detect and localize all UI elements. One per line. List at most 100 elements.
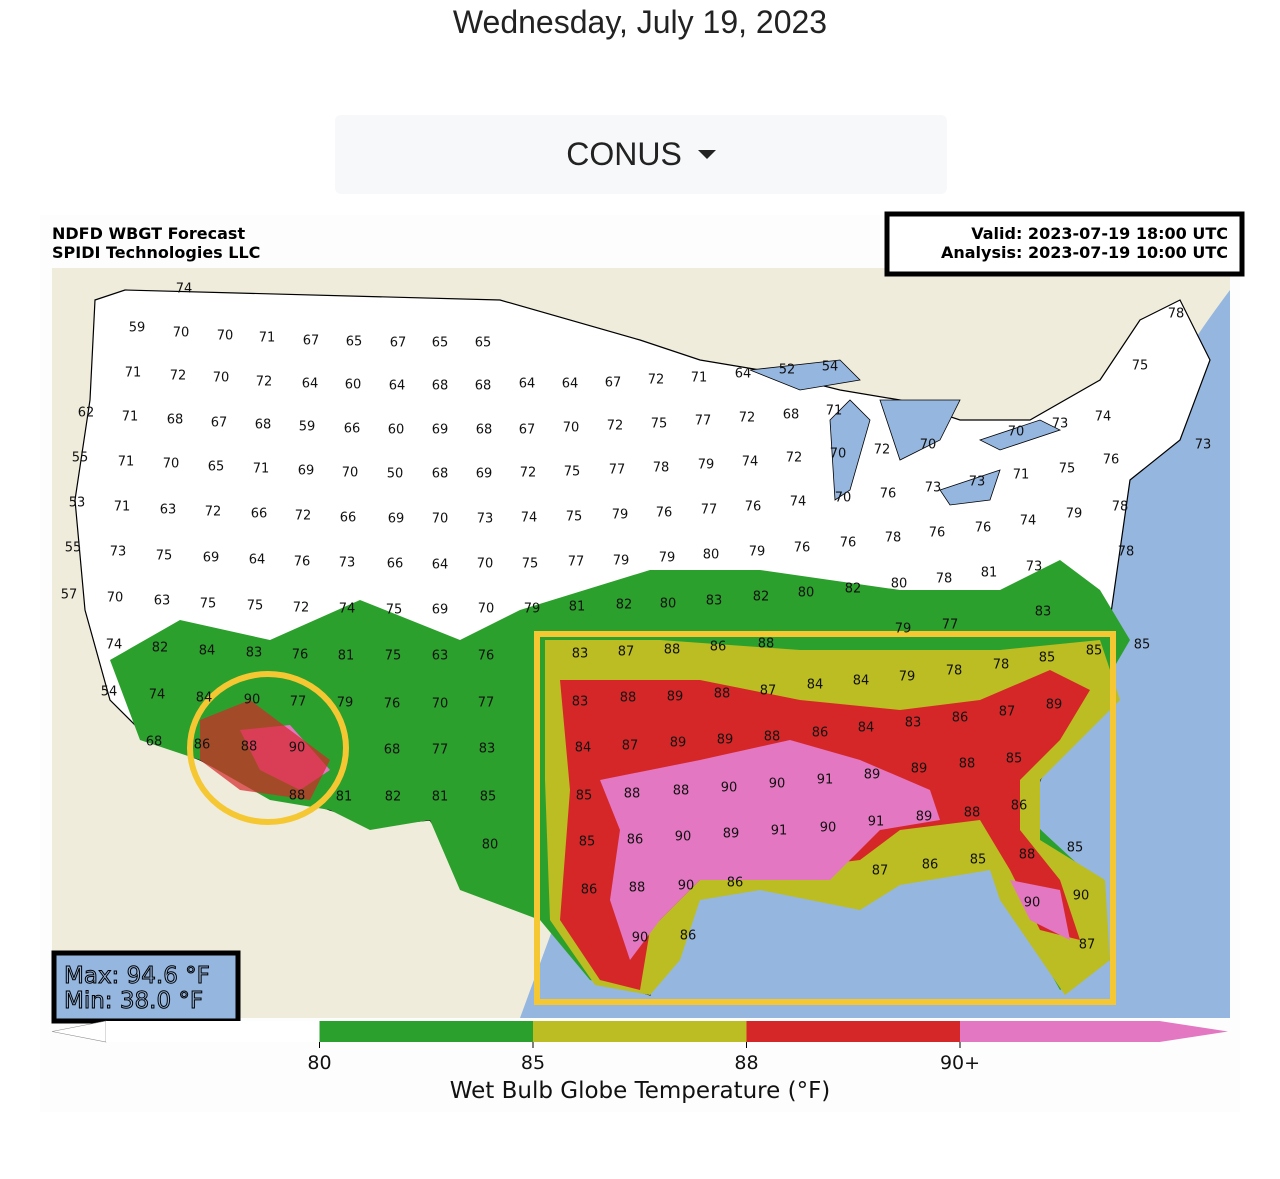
temp-label: 68 <box>384 743 401 758</box>
temp-label: 68 <box>476 423 493 438</box>
temp-label: 86 <box>581 883 598 898</box>
temp-label: 83 <box>246 646 263 661</box>
temp-label: 88 <box>758 637 775 652</box>
temp-label: 70 <box>830 447 847 462</box>
temp-label: 66 <box>251 507 268 522</box>
map-title: NDFD WBGT Forecast <box>52 224 245 243</box>
temp-label: 70 <box>107 591 124 606</box>
region-dropdown[interactable]: CONUS <box>335 115 947 194</box>
valid-time: Valid: 2023-07-19 18:00 UTC <box>971 224 1228 243</box>
temp-label: 84 <box>807 678 824 693</box>
temp-label: 91 <box>868 815 885 830</box>
temp-label: 74 <box>339 602 356 617</box>
temp-label: 74 <box>106 638 123 653</box>
temp-label: 82 <box>616 598 633 613</box>
colorbar-bin <box>746 1021 960 1042</box>
temp-label: 87 <box>999 705 1016 720</box>
dropdown-label: CONUS <box>566 136 682 172</box>
temp-label: 63 <box>154 594 171 609</box>
temp-label: 80 <box>482 838 499 853</box>
temp-label: 78 <box>993 658 1010 673</box>
temp-label: 75 <box>200 597 217 612</box>
temp-label: 79 <box>899 670 916 685</box>
temp-label: 67 <box>303 334 320 349</box>
temp-label: 88 <box>764 730 781 745</box>
temp-label: 90 <box>675 830 692 845</box>
temp-label: 87 <box>872 864 889 879</box>
temp-label: 68 <box>432 467 449 482</box>
temp-label: 63 <box>432 649 449 664</box>
temp-label: 79 <box>613 554 630 569</box>
temp-label: 81 <box>981 566 998 581</box>
temp-label: 76 <box>840 536 857 551</box>
temp-label: 53 <box>69 496 86 511</box>
temp-label: 86 <box>1011 799 1028 814</box>
temp-label: 71 <box>1013 468 1030 483</box>
temp-label: 69 <box>476 467 493 482</box>
temp-label: 72 <box>739 411 756 426</box>
temp-label: 60 <box>345 378 362 393</box>
temp-label: 90 <box>678 879 695 894</box>
temp-label: 85 <box>579 835 596 850</box>
temp-label: 86 <box>952 711 969 726</box>
temp-label: 75 <box>522 557 539 572</box>
colorbar-extend-low <box>51 1020 107 1043</box>
temp-label: 74 <box>521 511 538 526</box>
temp-label: 54 <box>101 685 118 700</box>
temp-label: 79 <box>698 458 715 473</box>
temp-label: 76 <box>745 500 762 515</box>
temp-label: 59 <box>299 420 316 435</box>
highlight-circle <box>187 671 349 825</box>
temp-label: 90 <box>820 821 837 836</box>
temp-label: 70 <box>563 421 580 436</box>
temp-label: 89 <box>723 827 740 842</box>
temp-label: 81 <box>336 790 353 805</box>
temp-label: 88 <box>289 789 306 804</box>
temp-label: 89 <box>1046 698 1063 713</box>
colorbar-extend-high <box>960 1021 1228 1042</box>
temp-label: 81 <box>338 649 355 664</box>
temp-label: 75 <box>651 417 668 432</box>
temp-label: 74 <box>1020 514 1037 529</box>
band-88-90 <box>560 670 1090 990</box>
temp-label: 86 <box>194 738 211 753</box>
temp-label: 75 <box>247 599 264 614</box>
temp-label: 91 <box>771 824 788 839</box>
temp-label: 62 <box>78 406 95 421</box>
temp-label: 90 <box>289 741 306 756</box>
temp-label: 68 <box>432 379 449 394</box>
highlight-box <box>534 631 1116 1005</box>
temp-label: 71 <box>118 455 135 470</box>
temp-label: 85 <box>1006 752 1023 767</box>
temp-label: 90 <box>632 931 649 946</box>
temp-label: 66 <box>344 422 361 437</box>
colorbar-tick-label: 85 <box>521 1052 545 1074</box>
temp-label: 73 <box>339 556 356 571</box>
temp-label: 83 <box>572 647 589 662</box>
temp-label: 77 <box>609 463 626 478</box>
temp-label: 67 <box>211 416 228 431</box>
temp-label: 64 <box>562 377 579 392</box>
band-85-88 <box>545 640 1120 995</box>
temp-label: 88 <box>664 643 681 658</box>
temp-label: 76 <box>794 541 811 556</box>
temp-label: 89 <box>916 810 933 825</box>
temp-label: 87 <box>622 739 639 754</box>
temp-label: 72 <box>293 601 310 616</box>
temp-label: 75 <box>385 649 402 664</box>
colorbar-bin <box>533 1021 747 1042</box>
temp-label: 71 <box>125 366 142 381</box>
temp-label: 70 <box>213 371 230 386</box>
temp-label: 88 <box>964 806 981 821</box>
temp-label: 82 <box>845 582 862 597</box>
temp-label: 79 <box>337 696 354 711</box>
date-heading: Wednesday, July 19, 2023 <box>452 4 828 40</box>
temp-label: 65 <box>208 460 225 475</box>
colorbar-tick-label: 80 <box>307 1052 331 1074</box>
temp-label: 78 <box>1168 307 1185 322</box>
temp-label: 71 <box>114 500 131 515</box>
temp-label: 77 <box>290 695 307 710</box>
temp-label: 55 <box>72 451 89 466</box>
caret <box>697 150 716 159</box>
